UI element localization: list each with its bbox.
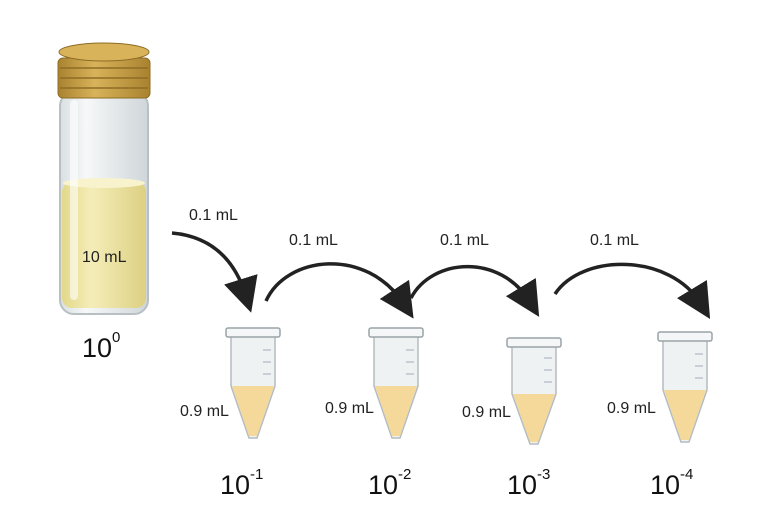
transfer-label-3: 0.1 mL [440,232,489,249]
transfer-arrow-2 [264,262,414,319]
tube-3-volume-label: 0.9 mL [462,404,511,421]
tube-3 [506,337,562,445]
tube-2 [368,327,424,439]
stock-volume-label: 10 mL [82,249,127,266]
tube-4-volume-label: 0.9 mL [607,400,656,417]
tube-2-volume-label: 0.9 mL [325,400,374,417]
transfer-label-4: 0.1 mL [590,232,639,249]
transfer-label-2: 0.1 mL [289,232,338,249]
tube-3-dilution-label: 10-3 [507,466,551,500]
bottle-cap [57,42,151,99]
tube-1 [225,327,281,439]
stock-bottle [57,42,151,315]
transfer-arrow-4 [553,262,711,319]
transfer-arrow-1 [171,231,258,313]
transfer-label-1: 0.1 mL [189,207,238,224]
tube-1-dilution-label: 10-1 [220,466,264,500]
tube-4-dilution-label: 10-4 [650,466,694,500]
tube-4 [657,331,713,443]
stock-dilution-label: 100 [82,329,121,363]
tube-2-dilution-label: 10-2 [368,466,412,500]
transfer-arrow-3 [409,264,540,317]
tube-1-volume-label: 0.9 mL [180,403,229,420]
